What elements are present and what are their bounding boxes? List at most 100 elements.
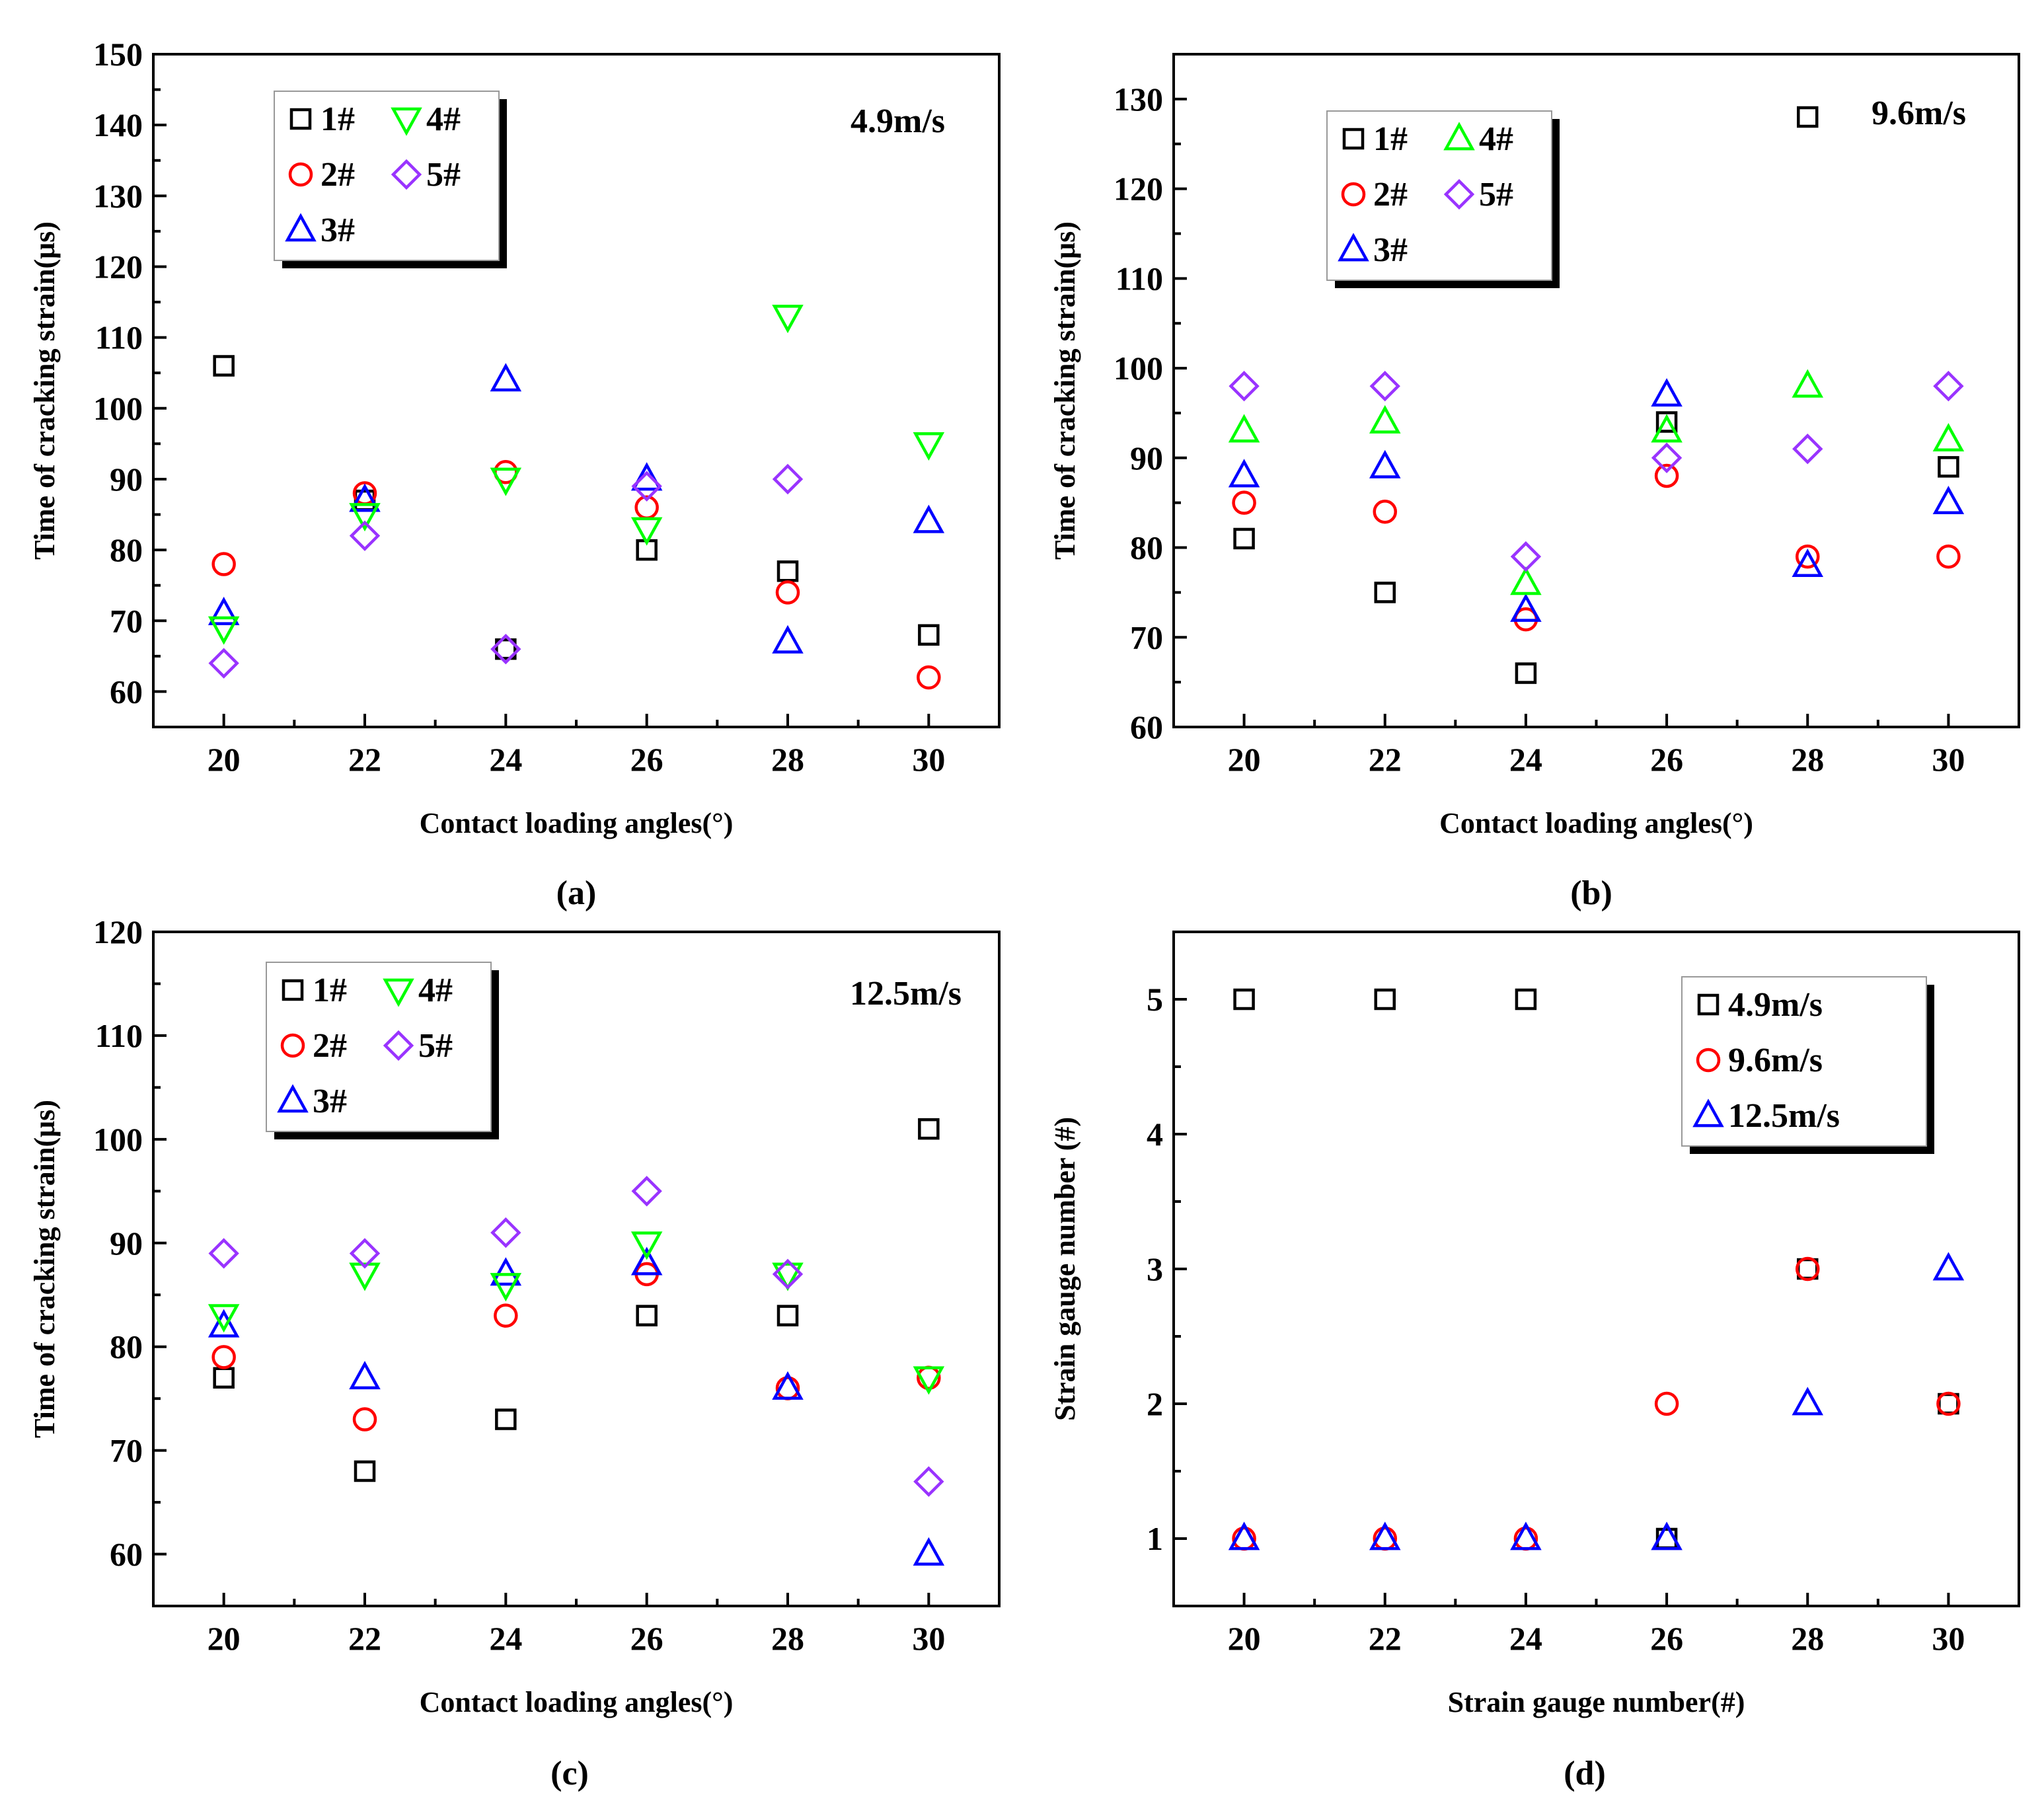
panel-label: (d) — [1564, 1755, 1606, 1792]
data-point — [1369, 371, 1400, 402]
y-axis-label: Time of cracking strain(μs) — [28, 1100, 61, 1438]
legend-label: 3# — [313, 1083, 347, 1120]
data-point — [1651, 414, 1683, 443]
data-point — [918, 1118, 940, 1140]
y-tick-label: 90 — [110, 1225, 143, 1262]
series-2 — [1228, 378, 1965, 622]
data-point — [1797, 106, 1819, 128]
y-tick-label: 100 — [1114, 350, 1163, 387]
legend-marker — [1443, 178, 1475, 210]
x-tick-label: 26 — [630, 741, 663, 778]
speed-annotation: 4.9m/s — [851, 102, 945, 140]
y-tick-label: 120 — [1114, 171, 1163, 208]
series-2 — [208, 1246, 945, 1566]
data-point — [1228, 1521, 1260, 1550]
data-point — [772, 1262, 804, 1291]
legend-box — [266, 962, 492, 1132]
y-tick-label: 120 — [93, 913, 143, 950]
legend-box — [1681, 976, 1927, 1147]
legend-label: 4.9m/s — [1728, 986, 1823, 1024]
y-tick-label: 110 — [95, 1017, 143, 1054]
y-axis-label: Time of cracking strain(μs) — [1049, 221, 1081, 560]
y-tick-label: 140 — [93, 106, 143, 143]
series-4 — [1229, 371, 1964, 572]
y-tick-label: 60 — [1130, 708, 1163, 746]
x-tick-label: 22 — [348, 741, 381, 778]
legend-label: 1# — [1373, 120, 1408, 158]
series-2 — [208, 363, 945, 654]
data-point — [1792, 434, 1823, 465]
legend-marker — [1692, 1098, 1724, 1128]
data-point — [490, 633, 521, 665]
x-tick-label: 22 — [348, 1620, 381, 1657]
data-point — [1654, 1391, 1679, 1416]
x-tick-label: 26 — [1650, 1620, 1683, 1657]
data-point — [490, 1217, 521, 1248]
y-tick-label: 150 — [93, 36, 143, 73]
data-point — [1792, 1387, 1824, 1416]
series-3 — [1228, 369, 1965, 595]
data-point — [631, 1176, 662, 1207]
data-point — [1651, 442, 1683, 473]
data-point — [1233, 988, 1255, 1011]
legend-marker — [1697, 993, 1720, 1016]
legend-marker — [1338, 233, 1369, 262]
data-point — [1651, 378, 1683, 407]
y-tick-label: 2 — [1147, 1385, 1163, 1422]
data-point — [918, 624, 940, 646]
data-point — [772, 1258, 804, 1290]
series-4 — [208, 1176, 944, 1497]
legend-label: 3# — [321, 211, 355, 249]
legend-marker — [285, 213, 317, 242]
data-point — [1933, 371, 1964, 402]
y-tick-label: 130 — [93, 177, 143, 214]
series-1 — [211, 1262, 941, 1432]
x-axis-label: Strain gauge number(#) — [1448, 1686, 1745, 1718]
x-tick-label: 20 — [1228, 1620, 1261, 1657]
legend-label: 4# — [1479, 120, 1513, 158]
data-point — [1792, 549, 1824, 578]
data-point — [490, 1257, 522, 1286]
data-point — [1369, 449, 1401, 478]
legend-label: 2# — [1373, 176, 1408, 213]
data-point — [1510, 593, 1542, 622]
legend-box — [1326, 110, 1552, 281]
data-point — [1369, 1521, 1401, 1550]
x-tick-label: 20 — [1228, 741, 1261, 778]
data-point — [1228, 414, 1260, 443]
data-point — [1932, 422, 1965, 452]
x-tick-label: 26 — [1650, 741, 1683, 778]
y-tick-label: 90 — [1130, 440, 1163, 477]
legend-marker — [1443, 122, 1475, 151]
data-point — [1655, 411, 1678, 433]
y-tick-label: 60 — [110, 673, 143, 710]
data-point — [1374, 582, 1396, 603]
data-point — [1651, 1521, 1683, 1550]
x-tick-label: 22 — [1369, 741, 1402, 778]
panel-label: (a) — [556, 874, 597, 912]
data-point — [1369, 404, 1401, 434]
chart-panel-0: 20 22 24 26 28 30 60 70 80 90 100 110 120 130 140 150 Co… — [28, 36, 1001, 912]
data-point — [630, 462, 663, 491]
x-tick-label: 26 — [630, 1620, 663, 1657]
data-point — [913, 1366, 945, 1395]
data-point — [772, 1371, 804, 1400]
data-point — [213, 1367, 235, 1389]
legend-label: 2# — [321, 156, 355, 194]
chart-panel-1: 20 22 24 26 28 30 60 70 80 90 100 110 120 130 Contact … — [1049, 53, 2020, 912]
y-tick-label: 90 — [110, 461, 143, 498]
x-tick-label: 20 — [208, 741, 241, 778]
series-2 — [1228, 1252, 1965, 1550]
data-point — [772, 463, 804, 495]
data-point — [1510, 566, 1542, 595]
legend-marker — [383, 978, 414, 1007]
data-point — [776, 560, 799, 582]
x-tick-label: 30 — [912, 741, 945, 778]
data-point — [349, 520, 381, 551]
y-tick-label: 60 — [110, 1536, 143, 1573]
legend-box — [274, 91, 500, 261]
data-point — [917, 665, 941, 690]
y-tick-label: 5 — [1147, 981, 1163, 1018]
y-tick-label: 80 — [110, 1328, 143, 1365]
